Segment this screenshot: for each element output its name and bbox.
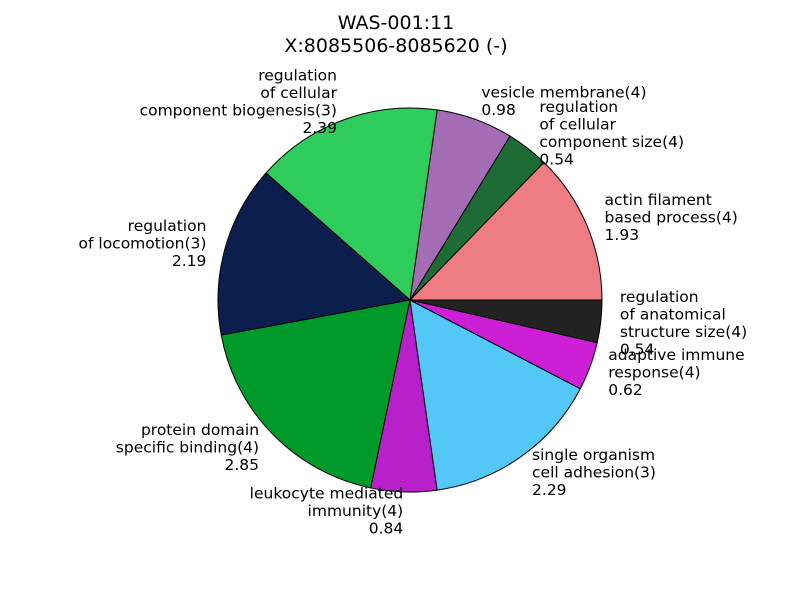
pie-label-text: of locomotion(3) xyxy=(79,235,207,253)
pie-value-label: 0.62 xyxy=(608,381,643,399)
pie-slice-9 xyxy=(409,299,603,344)
pie-slices xyxy=(217,107,603,493)
pie-label-text: structure size(4) xyxy=(620,323,747,341)
pie-value-label: 1.93 xyxy=(605,226,640,244)
pie-label-text: response(4) xyxy=(608,364,700,382)
pie-label-text: component size(4) xyxy=(539,133,684,151)
pie-label-text: actin filament xyxy=(605,191,712,209)
pie-value-label: 0.54 xyxy=(620,341,655,359)
pie-label-text: of anatomical xyxy=(620,306,726,324)
pie-value-label: 2.19 xyxy=(172,252,207,270)
pie-label-text: based process(4) xyxy=(605,209,738,227)
pie-label-text: adaptive immune xyxy=(608,346,744,364)
pie-label-text: regulation xyxy=(258,66,337,84)
pie-slice-5 xyxy=(220,299,411,489)
pie-value-label: 2.29 xyxy=(532,481,567,499)
pie-label-text: cell adhesion(3) xyxy=(532,463,656,481)
pie-label-text: of cellular xyxy=(260,84,337,102)
pie-label-text: vesicle membrane(4) xyxy=(481,83,646,101)
pie-label-text: leukocyte mediated xyxy=(250,484,404,502)
pie-value-label: 0.84 xyxy=(369,519,404,537)
pie-label-text: single organism xyxy=(532,446,655,464)
pie-label-text: regulation xyxy=(539,98,618,116)
pie-label-text: regulation xyxy=(620,288,699,306)
pie-value-label: 2.39 xyxy=(302,119,337,137)
pie-value-label: 0.98 xyxy=(481,101,516,119)
pie-slice-7 xyxy=(409,299,581,491)
chart-title-line2: X:8085506-8085620 (-) xyxy=(284,35,507,57)
pie-label-text: protein domain xyxy=(141,421,259,439)
pie-label-text: immunity(4) xyxy=(308,502,404,520)
pie-label-2: vesicle membrane(4)0.98 xyxy=(481,83,646,119)
chart-title-line1: WAS-001:11 xyxy=(338,12,455,34)
pie-slice-0 xyxy=(409,161,603,301)
pie-label-text: regulation xyxy=(128,217,207,235)
pie-value-label: 2.85 xyxy=(225,456,260,474)
pie-label-text: of cellular xyxy=(539,115,616,133)
pie-slice-3 xyxy=(265,107,438,301)
pie-label-text: specific binding(4) xyxy=(116,439,259,457)
pie-label-text: component biogenesis(3) xyxy=(140,101,337,119)
pie-value-label: 0.54 xyxy=(539,150,574,168)
pie-slice-4 xyxy=(217,172,411,336)
